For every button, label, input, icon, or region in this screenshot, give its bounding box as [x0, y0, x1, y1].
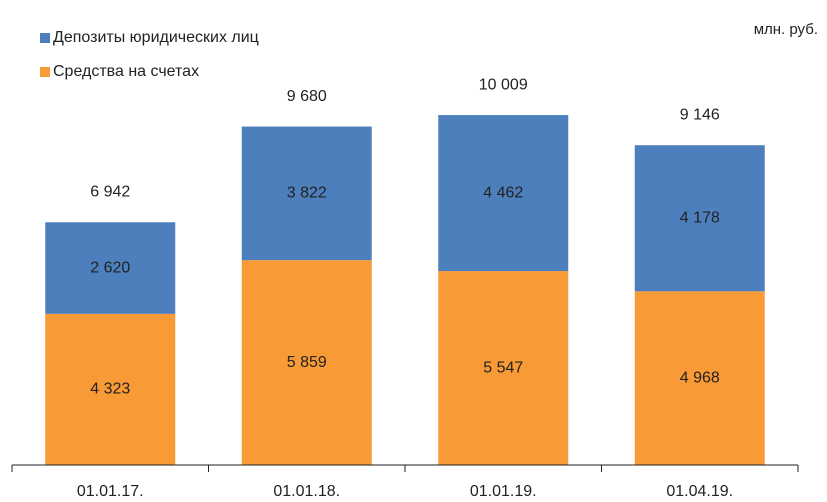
legend-label: Депозиты юридических лиц: [53, 29, 259, 46]
total-label: 6 942: [90, 184, 130, 201]
x-tick-label: 01.01.19.: [470, 483, 537, 500]
x-tick-label: 01.01.17.: [77, 483, 144, 500]
bar-segment: [634, 145, 765, 292]
bar-segment: [241, 126, 372, 261]
value-label: 5 859: [287, 354, 327, 371]
value-label: 4 323: [90, 381, 130, 398]
value-label: 4 178: [680, 209, 720, 226]
x-tick-label: 01.01.18.: [273, 483, 340, 500]
value-label: 4 968: [680, 369, 720, 386]
total-label: 9 146: [680, 106, 720, 123]
value-label: 2 620: [90, 259, 130, 276]
legend-label: Средства на счетах: [53, 63, 199, 80]
value-label: 5 547: [483, 359, 523, 376]
legend-swatch: [40, 33, 50, 43]
value-label: 3 822: [287, 185, 327, 202]
total-label: 10 009: [479, 76, 528, 93]
value-label: 4 462: [483, 184, 523, 201]
bar-segment: [438, 115, 569, 272]
bar-segment: [438, 271, 569, 465]
bar-segment: [634, 291, 765, 465]
legend-swatch: [40, 67, 50, 77]
bar-segment: [45, 313, 176, 465]
bar-segment: [45, 222, 176, 314]
unit-label: млн. руб.: [754, 21, 818, 38]
total-label: 9 680: [287, 88, 327, 105]
bar-segment: [241, 260, 372, 465]
x-tick-label: 01.04.19.: [666, 483, 733, 500]
